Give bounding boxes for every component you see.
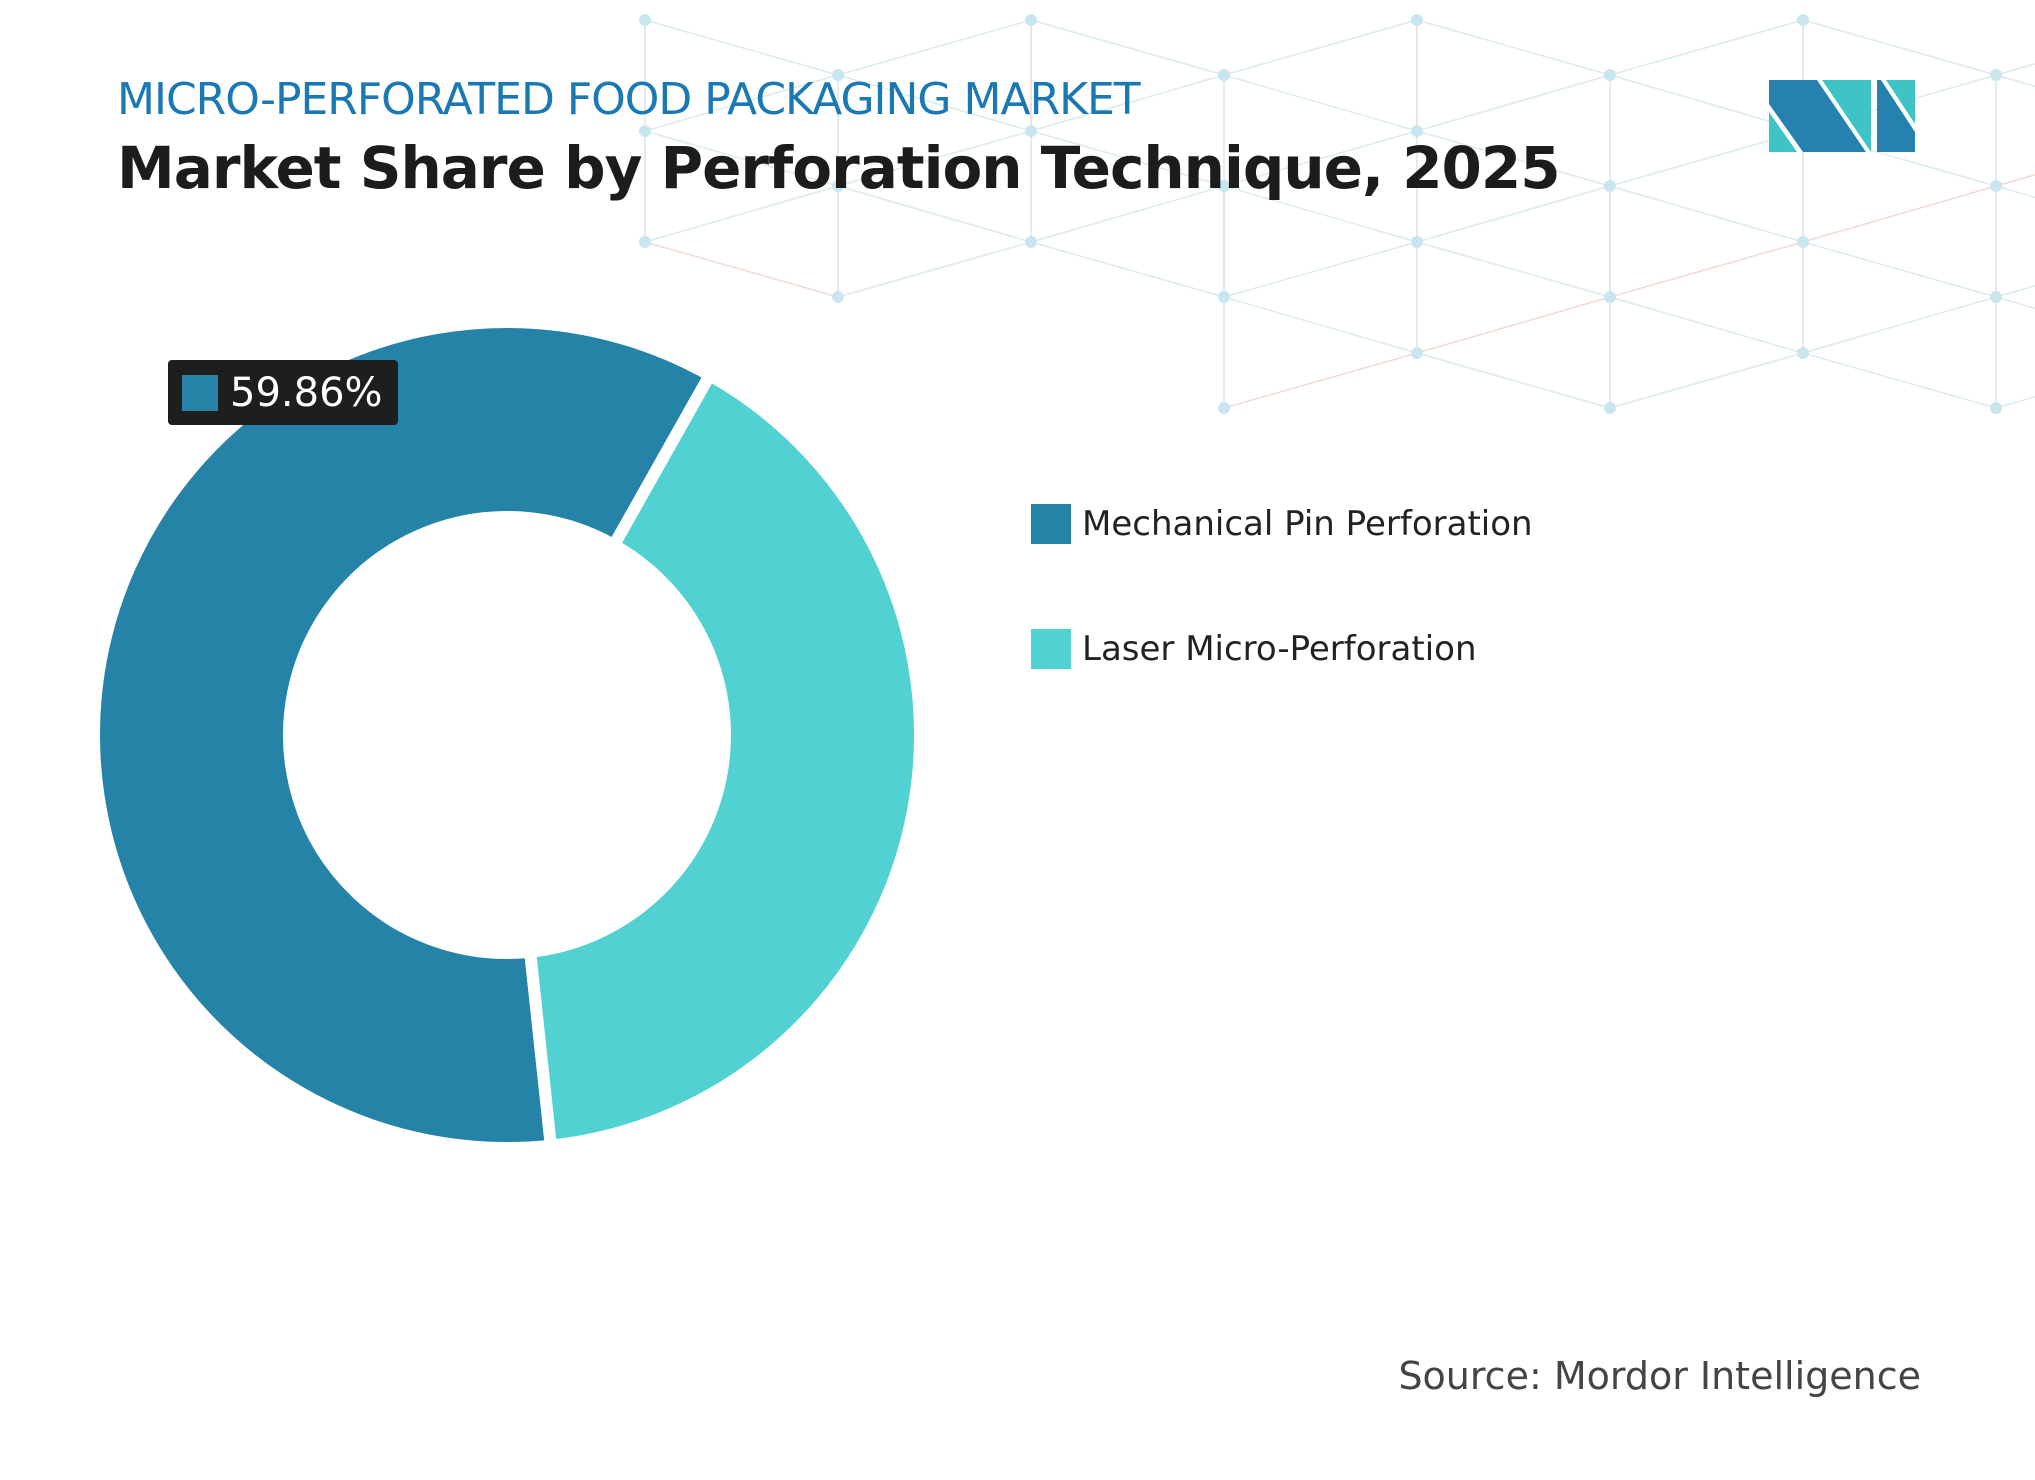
network-node [1411, 236, 1423, 248]
data-label-mechanical: 59.86% [168, 360, 398, 425]
network-node [1218, 402, 1230, 414]
network-node [832, 180, 844, 192]
network-node [1990, 69, 2002, 81]
network-node [1604, 69, 1616, 81]
data-label-text: 59.86% [230, 369, 383, 416]
network-node [1990, 180, 2002, 192]
network-node [1990, 402, 2002, 414]
network-node [1604, 402, 1616, 414]
legend-item-mechanical[interactable]: Mechanical Pin Perforation [1031, 504, 1533, 544]
network-node [639, 125, 651, 137]
legend-label: Laser Micro-Perforation [1082, 629, 1477, 669]
legend-item-laser[interactable]: Laser Micro-Perforation [1031, 629, 1477, 669]
network-node [1025, 125, 1037, 137]
chart-subtitle: MICRO-PERFORATED FOOD PACKAGING MARKET [117, 74, 1141, 125]
network-node [1025, 14, 1037, 26]
network-node [832, 69, 844, 81]
data-label-swatch [182, 374, 218, 411]
network-node [639, 14, 651, 26]
source-note: Source: Mordor Intelligence [1398, 1354, 1921, 1398]
network-node [1797, 347, 1809, 359]
network-node [1218, 291, 1230, 303]
network-node [1797, 14, 1809, 26]
legend-label: Mechanical Pin Perforation [1082, 504, 1533, 544]
donut-slice-mechanical[interactable] [87, 316, 718, 1154]
network-node [1990, 291, 2002, 303]
legend-swatch [1031, 629, 1071, 669]
network-node [1218, 69, 1230, 81]
network-node [1411, 125, 1423, 137]
mordor-intelligence-logo [1769, 80, 1915, 152]
network-node [1411, 14, 1423, 26]
legend-swatch [1031, 504, 1071, 544]
network-node [1604, 180, 1616, 192]
network-node [639, 236, 651, 248]
donut-slice-laser[interactable] [523, 367, 926, 1153]
network-node [1411, 347, 1423, 359]
network-node [1218, 180, 1230, 192]
network-node [1025, 236, 1037, 248]
network-node [1797, 236, 1809, 248]
chart-title: Market Share by Perforation Technique, 2… [117, 134, 1561, 202]
network-node [1604, 291, 1616, 303]
network-node [832, 291, 844, 303]
